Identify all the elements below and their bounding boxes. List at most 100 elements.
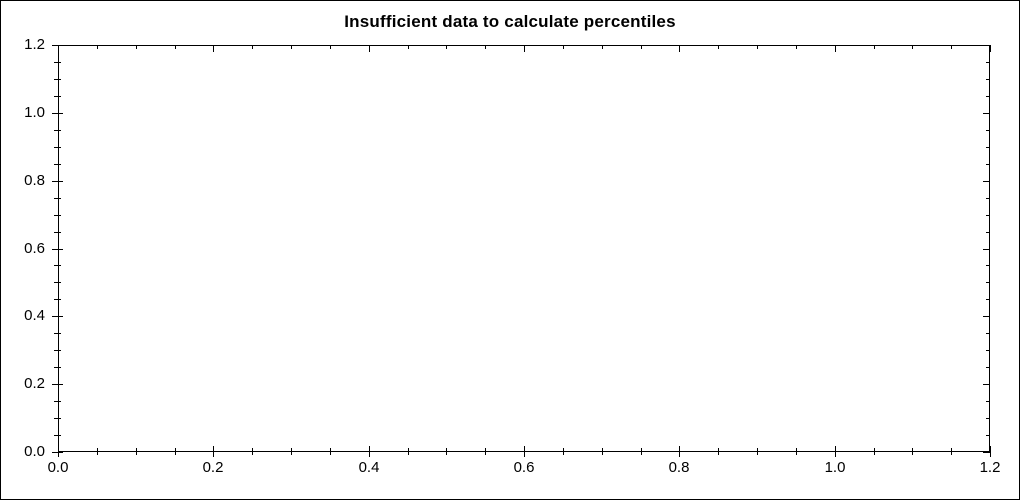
x-tick-label: 0.0	[47, 459, 69, 476]
top-major-tick	[990, 45, 991, 52]
x-minor-tick	[175, 448, 176, 455]
y-minor-tick	[54, 130, 61, 131]
plot-area	[58, 45, 990, 452]
right-minor-tick	[986, 62, 990, 63]
right-minor-tick	[986, 232, 990, 233]
x-tick-label: 0.4	[358, 459, 380, 476]
y-minor-tick	[54, 215, 61, 216]
top-major-tick	[524, 45, 525, 52]
y-minor-tick	[54, 333, 61, 334]
top-major-tick	[369, 45, 370, 52]
top-minor-tick	[330, 45, 331, 49]
x-major-tick	[990, 446, 991, 457]
y-minor-tick	[54, 435, 61, 436]
x-major-tick	[369, 446, 370, 457]
right-minor-tick	[986, 350, 990, 351]
right-major-tick	[983, 45, 990, 46]
top-minor-tick	[563, 45, 564, 49]
top-minor-tick	[291, 45, 292, 49]
top-minor-tick	[408, 45, 409, 49]
x-minor-tick	[485, 448, 486, 455]
right-minor-tick	[986, 401, 990, 402]
right-minor-tick	[986, 333, 990, 334]
y-tick-label: 0.6	[24, 240, 45, 257]
x-tick-label: 0.8	[668, 459, 690, 476]
x-tick-label: 1.0	[824, 459, 846, 476]
x-minor-tick	[641, 448, 642, 455]
x-minor-tick	[951, 448, 952, 455]
x-tick-label: 0.6	[513, 459, 535, 476]
right-minor-tick	[986, 418, 990, 419]
top-minor-tick	[446, 45, 447, 49]
top-minor-tick	[136, 45, 137, 49]
y-major-tick	[52, 249, 63, 250]
x-minor-tick	[330, 448, 331, 455]
x-major-tick	[679, 446, 680, 457]
top-major-tick	[835, 45, 836, 52]
top-minor-tick	[951, 45, 952, 49]
top-minor-tick	[485, 45, 486, 49]
chart-title: Insufficient data to calculate percentil…	[344, 12, 676, 31]
y-tick-label: 0.8	[24, 172, 45, 189]
top-minor-tick	[252, 45, 253, 49]
right-minor-tick	[986, 299, 990, 300]
y-minor-tick	[54, 401, 61, 402]
y-major-tick	[52, 452, 63, 453]
x-minor-tick	[718, 448, 719, 455]
y-minor-tick	[54, 147, 61, 148]
y-tick-label: 1.2	[24, 36, 45, 53]
right-minor-tick	[986, 435, 990, 436]
y-minor-tick	[54, 367, 61, 368]
right-major-tick	[983, 384, 990, 385]
x-minor-tick	[912, 448, 913, 455]
right-minor-tick	[986, 282, 990, 283]
y-minor-tick	[54, 418, 61, 419]
right-minor-tick	[986, 147, 990, 148]
top-minor-tick	[757, 45, 758, 49]
right-minor-tick	[986, 164, 990, 165]
right-minor-tick	[986, 198, 990, 199]
x-major-tick	[58, 446, 59, 457]
x-minor-tick	[796, 448, 797, 455]
top-major-tick	[213, 45, 214, 52]
x-minor-tick	[252, 448, 253, 455]
y-tick-label: 0.0	[24, 443, 45, 460]
y-minor-tick	[54, 79, 61, 80]
right-minor-tick	[986, 265, 990, 266]
right-major-tick	[983, 181, 990, 182]
right-major-tick	[983, 113, 990, 114]
x-minor-tick	[408, 448, 409, 455]
top-minor-tick	[602, 45, 603, 49]
y-major-tick	[52, 181, 63, 182]
top-minor-tick	[796, 45, 797, 49]
x-minor-tick	[563, 448, 564, 455]
y-minor-tick	[54, 164, 61, 165]
x-major-tick	[213, 446, 214, 457]
x-minor-tick	[291, 448, 292, 455]
right-minor-tick	[986, 79, 990, 80]
top-minor-tick	[718, 45, 719, 49]
right-major-tick	[983, 452, 990, 453]
x-minor-tick	[97, 448, 98, 455]
y-major-tick	[52, 384, 63, 385]
right-minor-tick	[986, 96, 990, 97]
top-minor-tick	[97, 45, 98, 49]
right-minor-tick	[986, 130, 990, 131]
top-minor-tick	[874, 45, 875, 49]
x-minor-tick	[446, 448, 447, 455]
top-major-tick	[58, 45, 59, 52]
y-major-tick	[52, 45, 63, 46]
x-minor-tick	[874, 448, 875, 455]
top-minor-tick	[912, 45, 913, 49]
x-minor-tick	[757, 448, 758, 455]
x-tick-label: 0.2	[202, 459, 224, 476]
y-minor-tick	[54, 232, 61, 233]
top-minor-tick	[641, 45, 642, 49]
y-tick-label: 0.4	[24, 307, 45, 324]
y-minor-tick	[54, 282, 61, 283]
x-major-tick	[835, 446, 836, 457]
top-minor-tick	[175, 45, 176, 49]
y-minor-tick	[54, 62, 61, 63]
right-major-tick	[983, 249, 990, 250]
